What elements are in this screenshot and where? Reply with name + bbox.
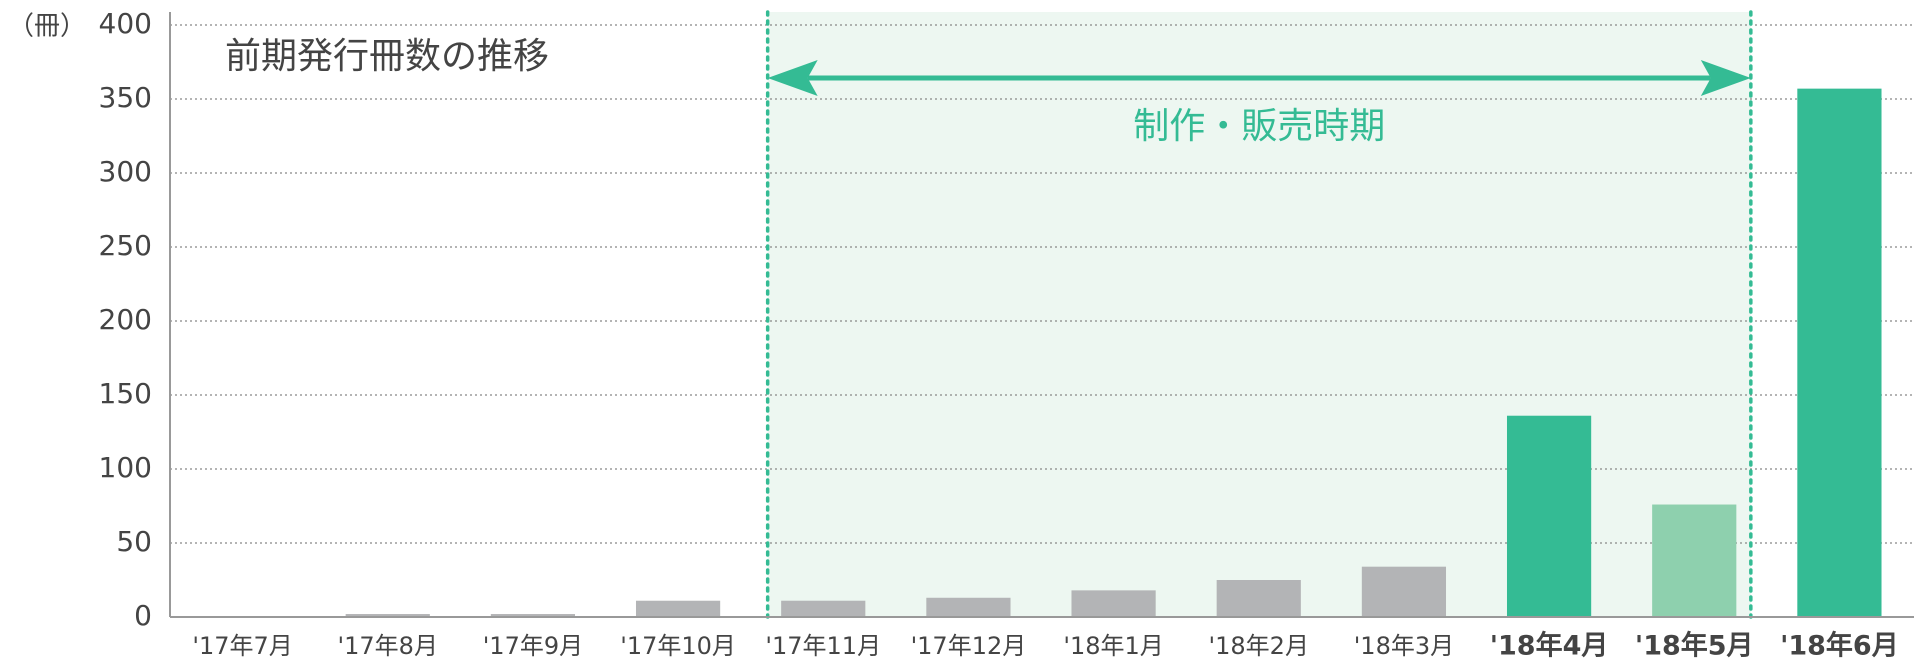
y-tick-label: 150 <box>99 377 152 410</box>
y-tick-label: 100 <box>99 451 152 484</box>
y-tick-label: 250 <box>99 229 152 262</box>
x-tick-label: '17年10月 <box>620 632 736 660</box>
bar <box>781 600 866 617</box>
y-tick-label: 0 <box>134 599 152 632</box>
bar <box>345 614 430 617</box>
x-tick-label: '17年7月 <box>192 632 292 660</box>
x-tick-label: '17年12月 <box>911 632 1027 660</box>
x-tick-label: '18年2月 <box>1209 632 1309 660</box>
x-tick-label: '17年8月 <box>338 632 438 660</box>
bar <box>1652 504 1737 617</box>
y-tick-label: 350 <box>99 81 152 114</box>
x-tick-label: '18年4月 <box>1490 630 1609 662</box>
chart-title: 前期発行冊数の推移 <box>225 36 549 77</box>
y-axis-label: （冊） <box>8 12 86 42</box>
x-tick-label: '18年6月 <box>1780 630 1899 662</box>
x-tick-label: '18年1月 <box>1063 632 1163 660</box>
bar <box>1506 415 1592 617</box>
arrow-head <box>1700 60 1751 96</box>
x-tick-label: '18年5月 <box>1635 630 1754 662</box>
annotation-region <box>767 12 1751 617</box>
arrow-head <box>767 60 818 96</box>
bar <box>926 597 1011 617</box>
annotation-text: 制作・販売時期 <box>1133 106 1385 147</box>
y-tick-label: 300 <box>99 155 152 188</box>
bar <box>1797 88 1882 617</box>
bar <box>490 614 576 617</box>
y-tick-label: 200 <box>99 303 152 336</box>
x-tick-label: '18年3月 <box>1354 632 1454 660</box>
y-tick-label: 50 <box>116 525 152 558</box>
y-tick-label: 400 <box>99 7 152 40</box>
x-tick-label: '17年11月 <box>765 632 881 660</box>
bar <box>1071 590 1156 617</box>
x-tick-label: '17年9月 <box>483 632 583 660</box>
bar <box>635 600 721 617</box>
bar <box>1216 580 1301 617</box>
bar <box>1361 566 1447 617</box>
